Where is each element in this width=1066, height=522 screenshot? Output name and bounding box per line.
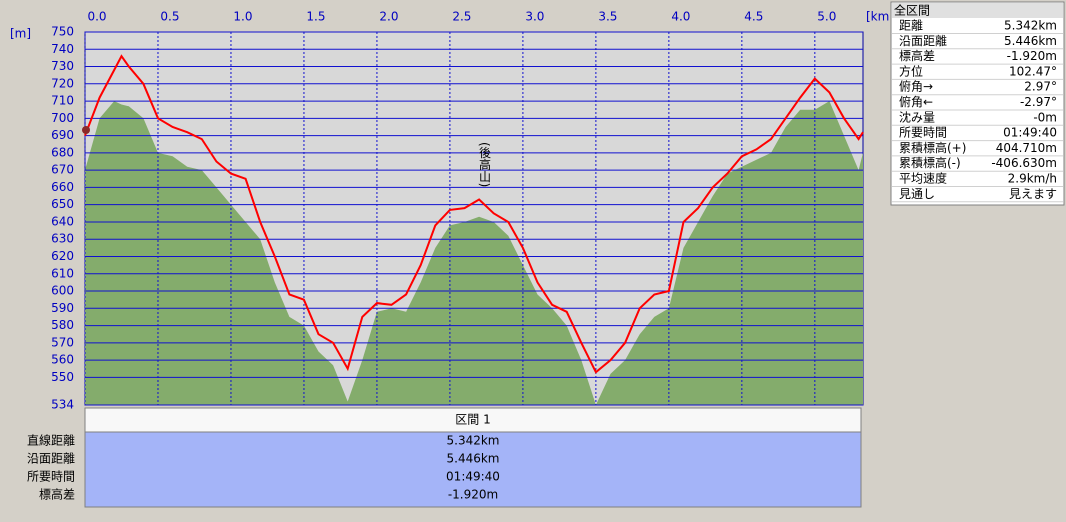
route-line — [84, 54, 864, 374]
x-tick-label: 4.5 — [744, 10, 763, 24]
summary-header — [892, 3, 1063, 18]
y-tick-label: 550 — [51, 370, 74, 384]
x-tick-label: 4.0 — [671, 10, 690, 24]
summary-label: 距離 — [899, 19, 923, 33]
summary-value: -406.630m — [991, 156, 1057, 170]
summary-label: 沈み量 — [899, 109, 935, 124]
summary-value: 102.47° — [1009, 64, 1057, 78]
segment-value: -1.920m — [448, 488, 498, 502]
summary-label: 累積標高(+) — [899, 140, 966, 155]
y-tick-label: 640 — [51, 214, 74, 228]
y-tick-label: 570 — [51, 335, 74, 349]
x-tick-label: 0.5 — [160, 10, 179, 24]
y-tick-label: 670 — [51, 163, 74, 177]
segment-label: 沿面距離 — [27, 452, 75, 466]
summary-value: -0m — [1033, 110, 1057, 124]
summary-value: -1.920m — [1007, 49, 1057, 63]
segment-value: 5.446km — [447, 452, 500, 466]
y-tick-label: 750 — [51, 25, 74, 39]
y-tick-label: 730 — [51, 59, 74, 73]
summary-label: 俯角← — [899, 94, 933, 109]
segment-label: 直線距離 — [27, 433, 75, 448]
y-unit: [m] — [10, 27, 31, 41]
x-tick-label: 1.0 — [233, 10, 252, 24]
x-tick-label: 3.0 — [525, 10, 544, 24]
y-tick-label: 720 — [51, 76, 74, 90]
y-tick-label: 620 — [51, 249, 74, 263]
summary-label: 見通し — [899, 187, 935, 201]
x-tick-label: 2.5 — [452, 10, 471, 24]
y-tick-label: 610 — [51, 266, 74, 280]
y-tick-label: 600 — [51, 284, 74, 298]
x-unit: [km] — [866, 10, 894, 24]
summary-value: 5.342km — [1004, 19, 1057, 33]
y-tick-label: 590 — [51, 301, 74, 315]
summary-value: 2.97° — [1024, 80, 1057, 94]
y-tick-label: 630 — [51, 232, 74, 246]
y-tick-label: 690 — [51, 128, 74, 142]
summary-value: 5.446km — [1004, 34, 1057, 48]
summary-label: 累積標高(-) — [899, 155, 961, 170]
summary-value: 2.9km/h — [1008, 172, 1057, 186]
x-tick-label: 2.0 — [379, 10, 398, 24]
summary-label: 平均速度 — [899, 171, 947, 186]
y-tick-label: 660 — [51, 180, 74, 194]
summary-value: 01:49:40 — [1003, 126, 1057, 140]
y-tick-label: 580 — [51, 318, 74, 332]
peak-annotation: (後高山) — [478, 142, 492, 187]
y-tick-label: 534 — [51, 398, 74, 412]
summary-label: 俯角→ — [899, 79, 933, 94]
segment-header: 区間 1 — [455, 413, 490, 427]
summary-value: 404.710m — [996, 141, 1057, 155]
segment-value: 01:49:40 — [446, 470, 500, 484]
x-tick-label: 5.0 — [817, 10, 836, 24]
segment-label: 所要時間 — [27, 470, 75, 484]
plot: 534 550 560 570 580 590 600 610 620 630 640 650 660 6… — [10, 10, 894, 412]
summary-label: 標高差 — [899, 48, 935, 63]
y-tick-label: 740 — [51, 42, 74, 56]
summary-label: 沿面距離 — [899, 34, 947, 48]
summary-label: 所要時間 — [899, 126, 947, 140]
summary-label: 方位 — [899, 63, 923, 78]
x-tick-label: 0.0 — [87, 10, 106, 24]
segment-value: 5.342km — [447, 434, 500, 448]
y-tick-label: 680 — [51, 145, 74, 159]
segment-label: 標高差 — [39, 487, 75, 502]
summary-value: -2.97° — [1020, 95, 1057, 109]
x-tick-label: 1.5 — [306, 10, 325, 24]
start-marker — [82, 126, 90, 134]
y-tick-label: 560 — [51, 353, 74, 367]
summary-value: 見えます — [1009, 187, 1057, 201]
y-tick-label: 700 — [51, 111, 74, 125]
summary-title: 全区間 — [894, 3, 930, 18]
segment-values-box — [84, 431, 862, 508]
y-tick-label: 710 — [51, 94, 74, 108]
y-tick-label: 650 — [51, 197, 74, 211]
x-tick-label: 3.5 — [598, 10, 617, 24]
